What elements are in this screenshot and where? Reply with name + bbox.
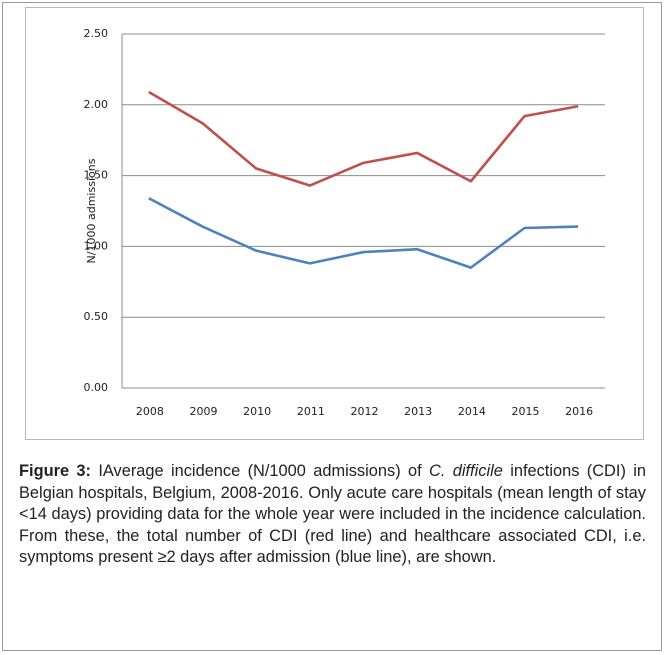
x-tick-label: 2011 [297, 405, 325, 418]
caption: Figure 3: IAverage incidence (N/1000 adm… [19, 461, 646, 569]
x-tick-label: 2014 [458, 405, 486, 418]
x-tick-label: 2010 [243, 405, 271, 418]
y-tick-label: 1.50 [84, 169, 109, 182]
x-tick-label: 2008 [136, 405, 164, 418]
y-tick-label: 0.00 [84, 381, 109, 394]
x-tick-label: 2009 [190, 405, 218, 418]
y-tick-label: 1.00 [84, 239, 109, 252]
caption-text: infections (CDI) in Belgian hospitals, B… [19, 462, 647, 566]
x-tick-label: 2016 [565, 405, 593, 418]
caption-text: IAverage incidence (N/1000 admissions) o… [98, 462, 422, 480]
y-tick-label: 2.00 [84, 98, 109, 111]
x-tick-label: 2013 [404, 405, 432, 418]
chart-frame [25, 7, 644, 440]
caption-species: C. difficile [429, 462, 503, 480]
data-line [148, 197, 579, 269]
y-axis-label: N/1000 admissions [85, 158, 98, 263]
x-tick-label: 2015 [512, 405, 540, 418]
x-tick-label: 2012 [351, 405, 379, 418]
y-tick-label: 2.50 [84, 27, 109, 40]
data-line [148, 90, 579, 187]
chart: N/1000 admissions 0.00 0.50 1.00 1.50 2.00 2.… [84, 27, 605, 418]
caption-label: Figure 3: [19, 462, 91, 480]
y-tick-label: 0.50 [84, 310, 109, 323]
